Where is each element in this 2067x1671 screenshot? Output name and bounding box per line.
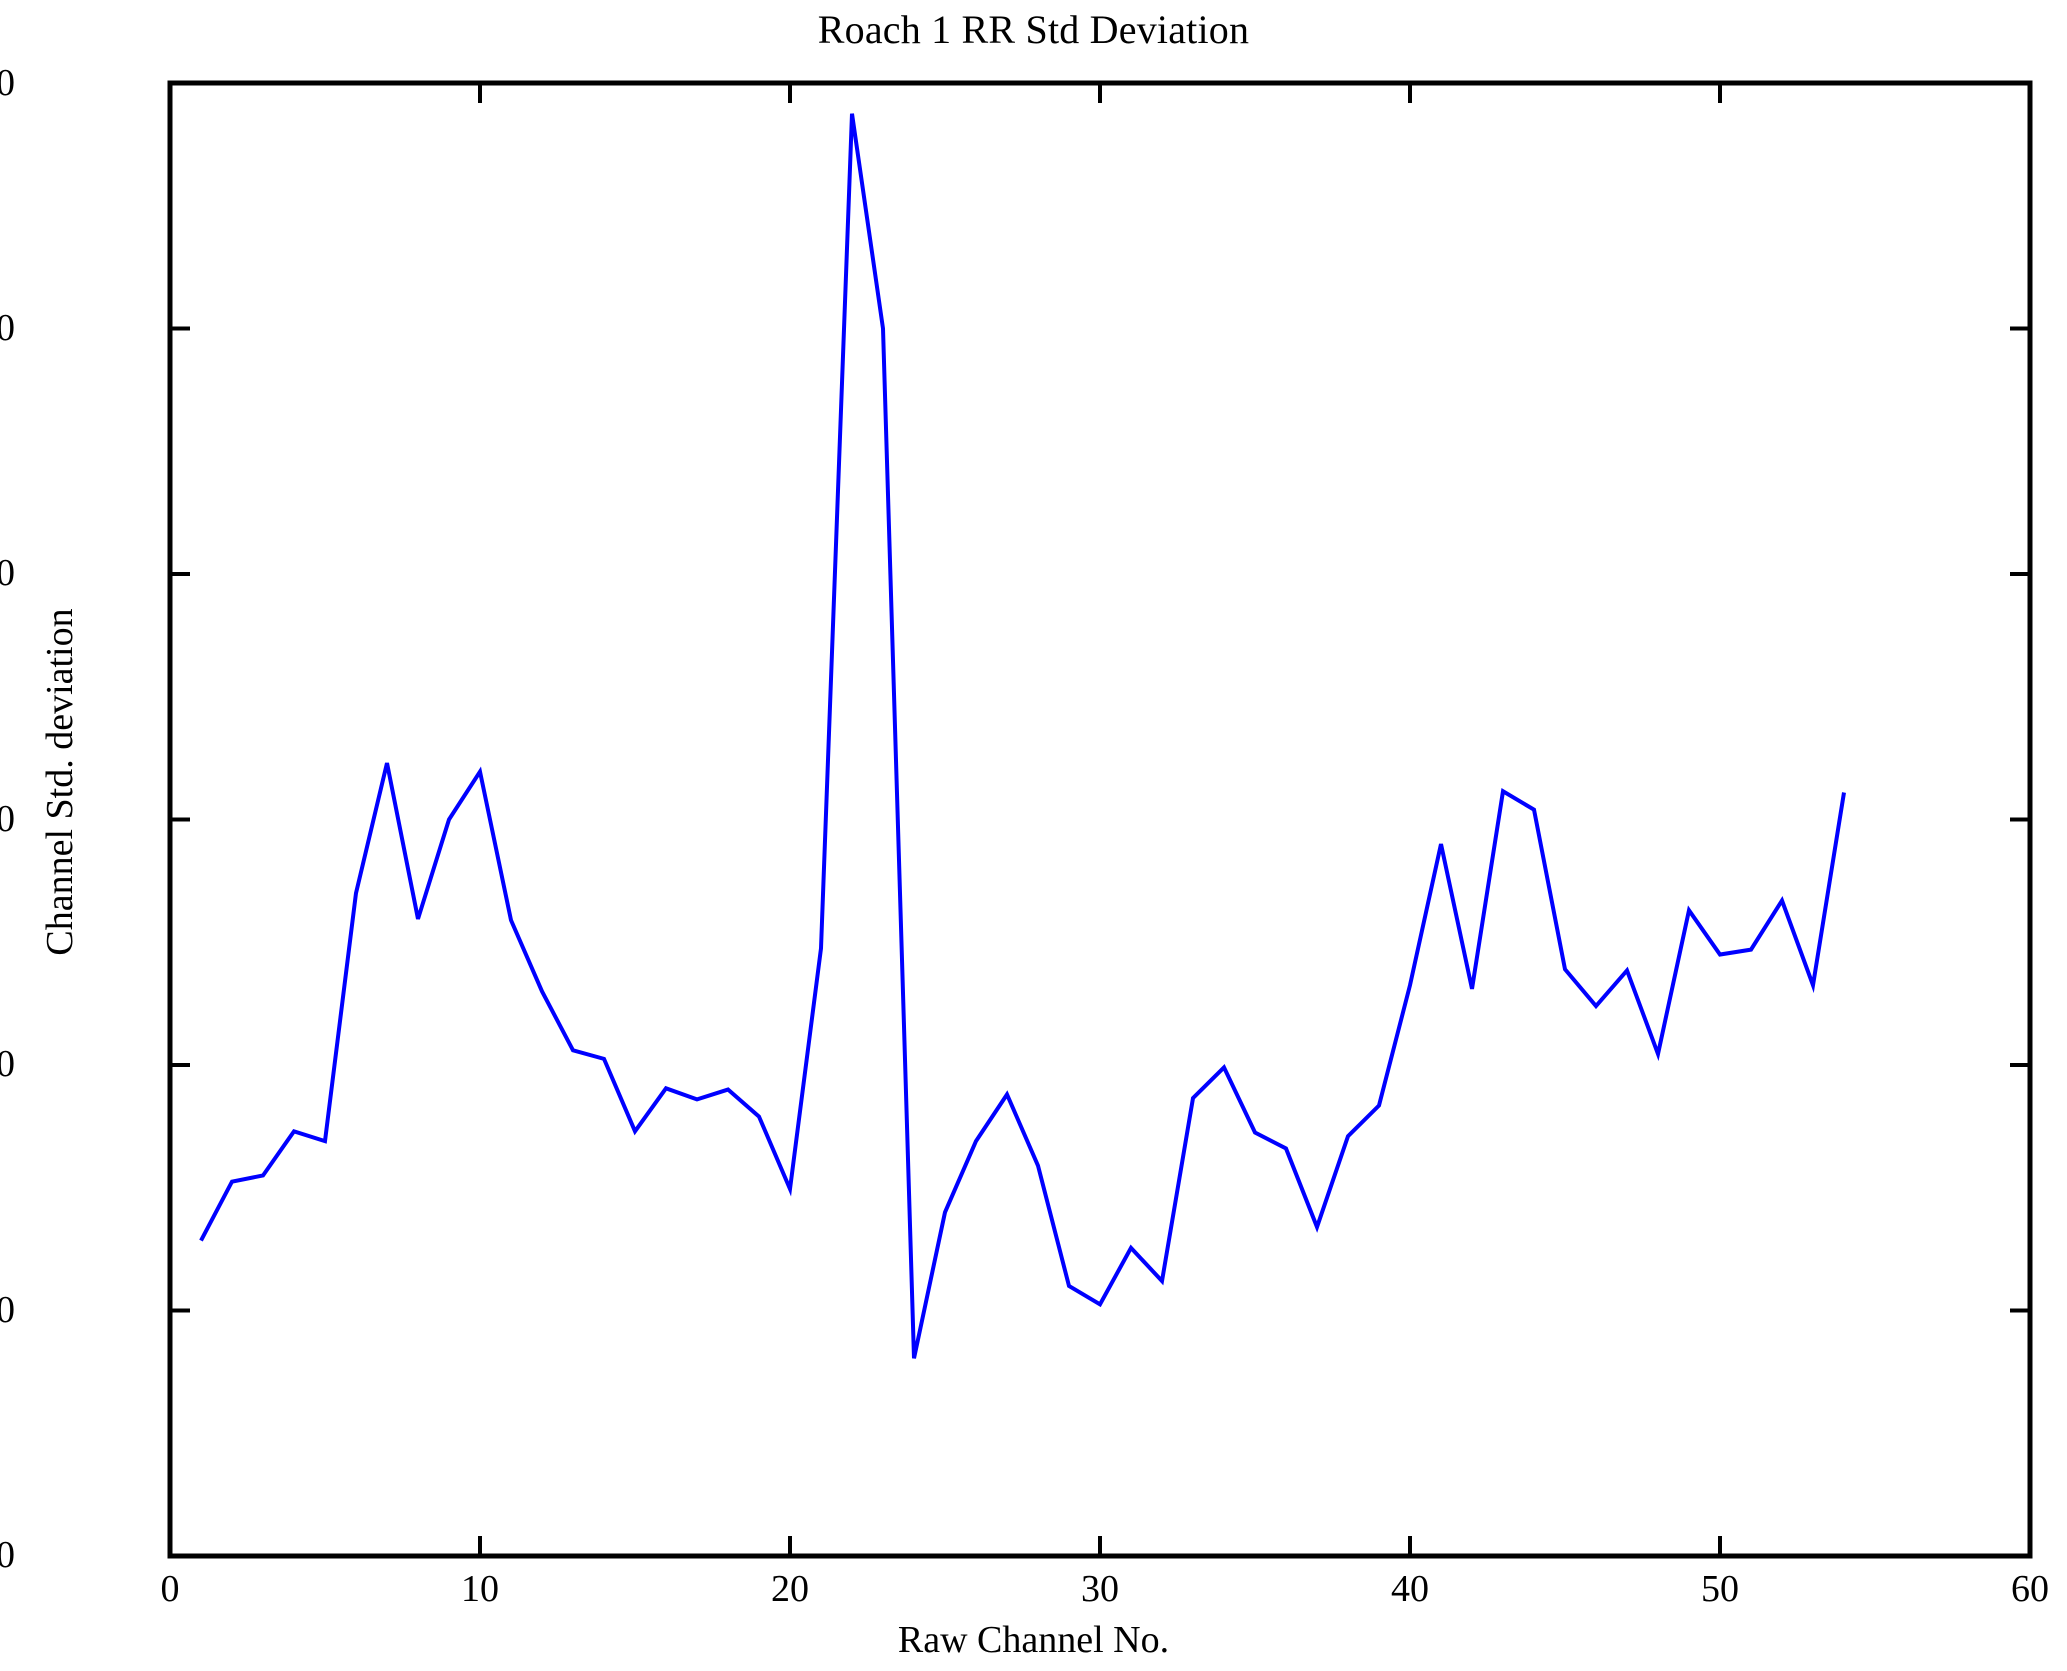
x-tick-label-60: 60: [2011, 1568, 2049, 1610]
plot-area: [167, 80, 2033, 1559]
plot-frame: [167, 80, 2033, 1559]
y-tick-label-600: 600: [0, 1534, 15, 1576]
x-axis-ticks: [168, 83, 2032, 1556]
x-axis-label: Raw Channel No.: [897, 1619, 1170, 1661]
x-tick-label-0: 0: [160, 1568, 180, 1610]
y-tick-label-800: 800: [0, 1289, 15, 1331]
x-tick-label-40: 40: [1391, 1568, 1429, 1610]
y-tick-label-1200: 1200: [0, 798, 15, 840]
plot-svg: [167, 80, 2033, 1559]
y-axis-ticks: [170, 81, 2030, 1558]
y-tick-label-1800: 1800: [0, 62, 15, 104]
page-title: Roach 1 RR Std Deviation: [817, 7, 1250, 52]
data-series-line: [199, 113, 1846, 1359]
y-tick-label-1000: 1000: [0, 1043, 15, 1085]
x-tick-label-20: 20: [771, 1568, 809, 1610]
x-tick-label-10: 10: [461, 1568, 499, 1610]
y-tick-label-1400: 1400: [0, 552, 15, 594]
y-axis-label: Channel Std. deviation: [39, 608, 81, 956]
x-tick-label-50: 50: [1701, 1568, 1739, 1610]
y-tick-label-1600: 1600: [0, 307, 15, 349]
x-tick-label-30: 30: [1081, 1568, 1119, 1610]
